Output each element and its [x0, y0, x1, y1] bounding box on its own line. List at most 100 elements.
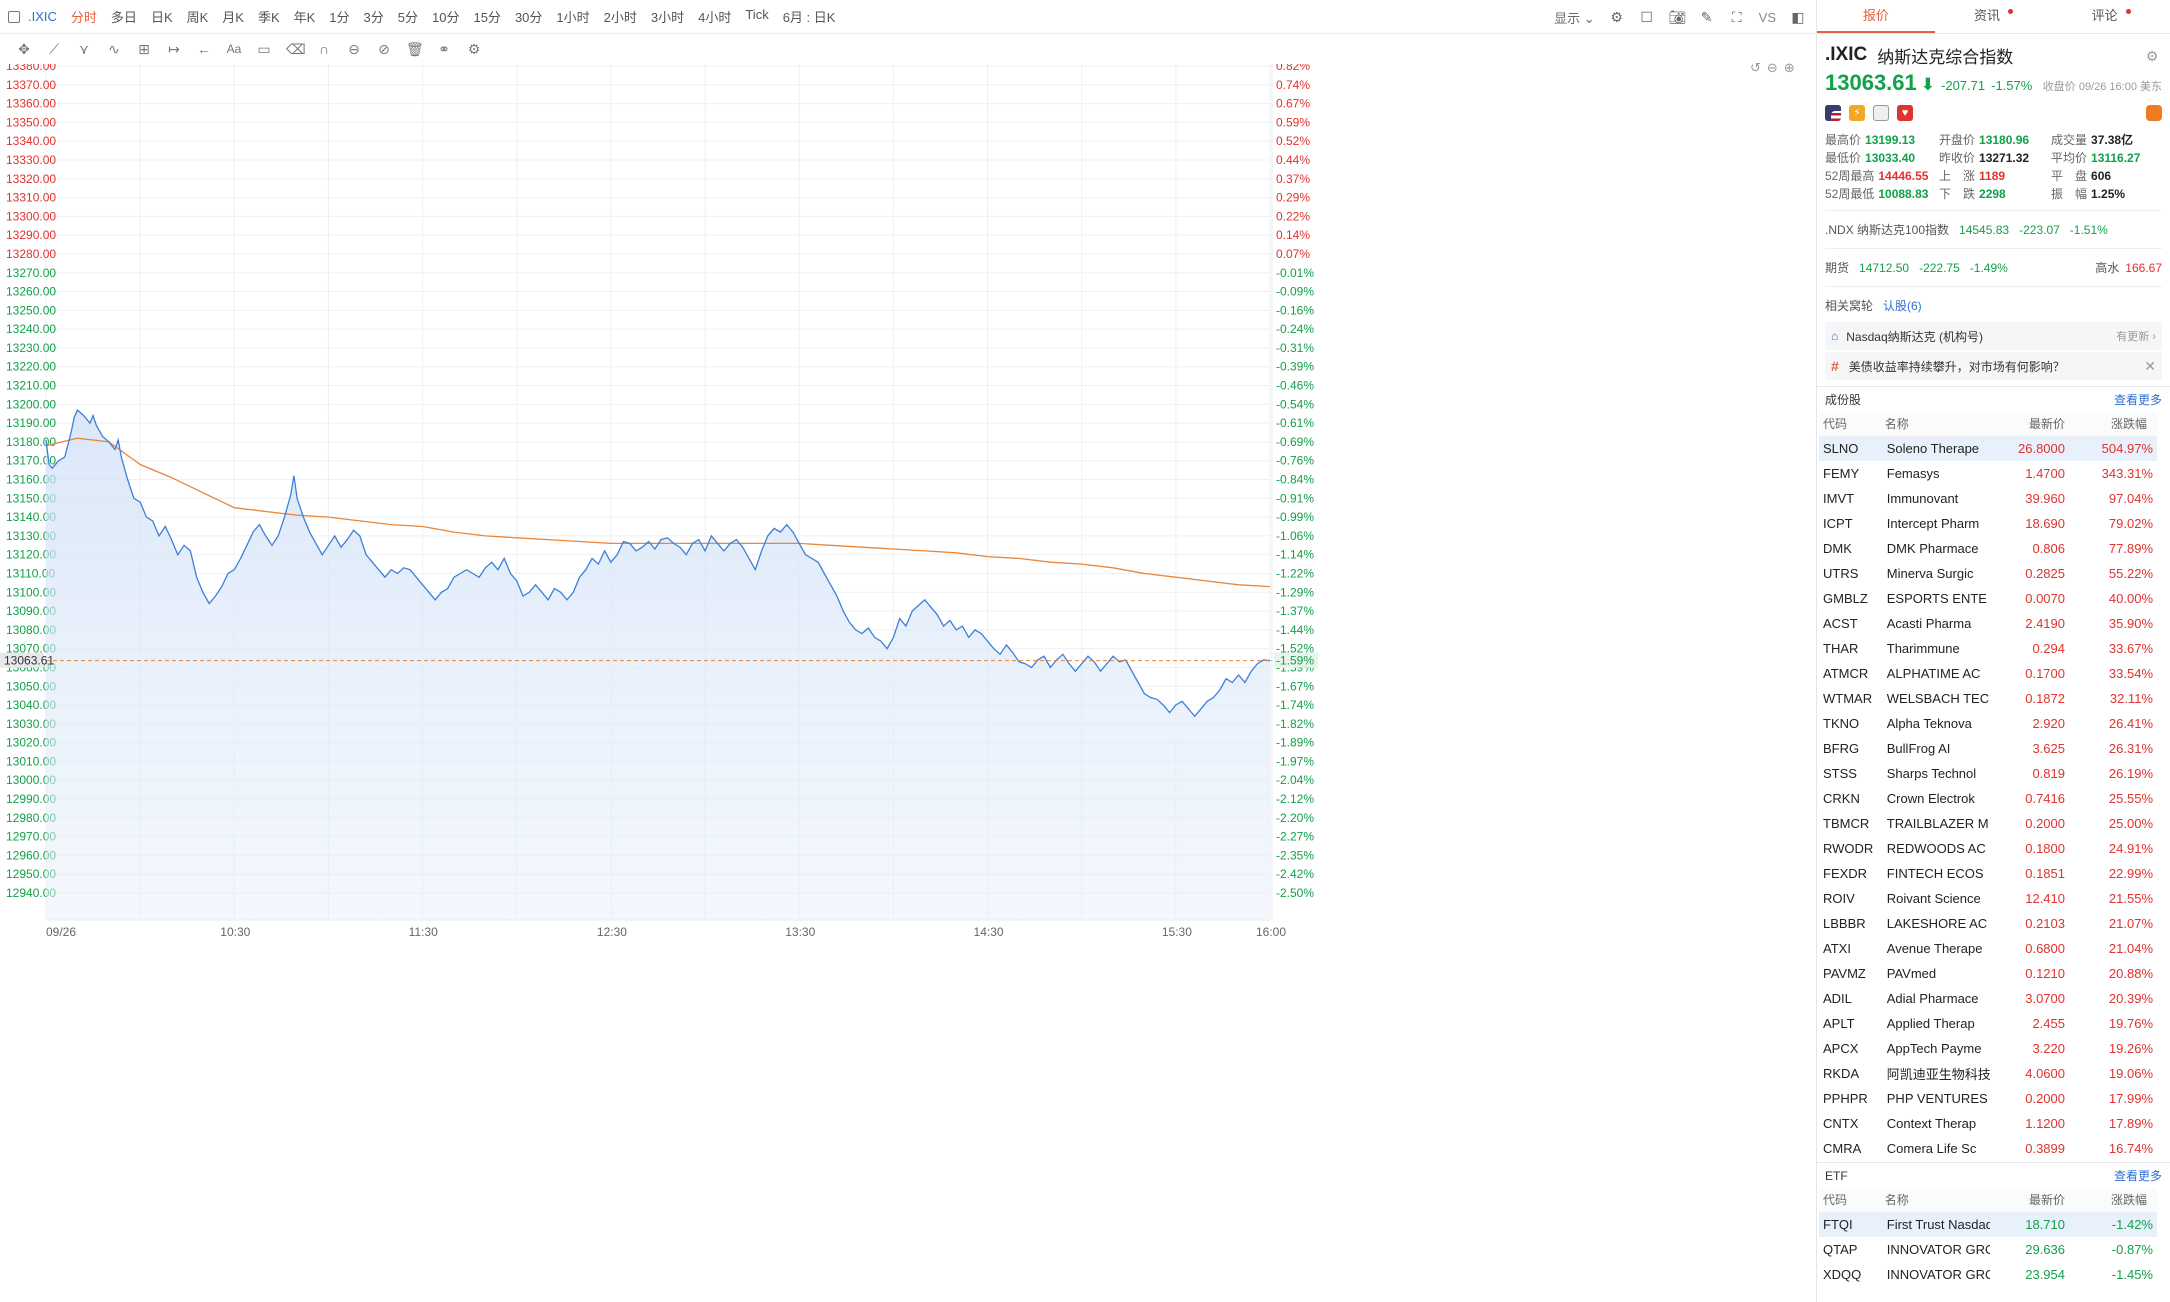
alert-bell-icon[interactable]: [2146, 105, 2162, 121]
table-row[interactable]: DRCTDirect Digital2.53016.59%: [1819, 1161, 2157, 1162]
text-icon[interactable]: Aa: [226, 42, 242, 56]
period-17[interactable]: Tick: [745, 7, 769, 22]
zoom-out-icon[interactable]: ⊖: [1766, 60, 1778, 75]
constituents-scroll[interactable]: 代码 名称 最新价 涨跌幅 SLNO Soleno Therape 26.8000 504.9…: [1817, 412, 2170, 1162]
column-header[interactable]: 名称: [1884, 1188, 1990, 1213]
column-header[interactable]: 涨跌幅: [2075, 1188, 2157, 1213]
institution-card[interactable]: ⌂ Nasdaq纳斯达克 (机构号) 有更新 ›: [1825, 322, 2162, 350]
tab-2[interactable]: 评论: [2052, 0, 2170, 33]
period-15[interactable]: 3小时: [650, 10, 685, 25]
constituents-more-link[interactable]: 查看更多: [2113, 393, 2162, 407]
etf-more-link[interactable]: 查看更多: [2113, 1169, 2162, 1183]
ndx-row[interactable]: .NDX 纳斯达克100指数 14545.83 -223.07 -1.51%: [1817, 215, 2170, 244]
table-row[interactable]: PPHPR PHP VENTURES 0.2000 17.99%: [1819, 1086, 2157, 1111]
table-row[interactable]: ADIL Adial Pharmace 3.0700 20.39%: [1819, 986, 2157, 1011]
doc-icon[interactable]: [1873, 105, 1889, 121]
period-0[interactable]: 分时: [70, 10, 97, 25]
arrow-left-icon[interactable]: ←: [197, 41, 211, 57]
table-row[interactable]: IMVT Immunovant 39.960 97.04%: [1819, 486, 2157, 511]
column-header[interactable]: 名称: [1884, 412, 1990, 437]
period-10[interactable]: 10分: [432, 10, 460, 25]
pen-icon[interactable]: ✎: [1700, 9, 1713, 25]
column-header[interactable]: 代码: [1819, 412, 1885, 437]
column-header[interactable]: 最新价: [1990, 412, 2075, 437]
table-row[interactable]: LBBBR LAKESHORE AC 0.2103 21.07%: [1819, 911, 2157, 936]
close-icon[interactable]: ✕: [2144, 357, 2156, 374]
period-14[interactable]: 2小时: [603, 10, 637, 25]
table-row[interactable]: PAVMZ PAVmed 0.1210 20.88%: [1819, 961, 2157, 986]
table-row[interactable]: TKNO Alpha Teknova 2.920 26.41%: [1819, 711, 2157, 736]
hide-icon[interactable]: ⊘: [378, 41, 390, 57]
display-menu[interactable]: 显示 ⌄: [1554, 10, 1595, 26]
lightning-icon[interactable]: ⚡︎: [1849, 105, 1865, 121]
trash-icon[interactable]: 🗑︎: [406, 41, 424, 57]
chart-svg[interactable]: 13380.00 0.82% 13370.00 0.74% 13360.00 0.67% 1…: [0, 64, 1816, 1302]
measure-icon[interactable]: ↦: [168, 41, 180, 57]
period-7[interactable]: 1分: [329, 10, 350, 25]
table-row[interactable]: RKDA 阿凯迪亚生物科技 4.0600 19.06%: [1819, 1061, 2157, 1086]
move-icon[interactable]: ✥: [18, 41, 30, 57]
table-row[interactable]: WTMAR WELSBACH TEC 0.1872 32.11%: [1819, 686, 2157, 711]
table-row[interactable]: THAR Tharimmune 0.294 33.67%: [1819, 636, 2157, 661]
period-3[interactable]: 周K: [186, 10, 209, 25]
intraday-chart[interactable]: 13380.00 0.82% 13370.00 0.74% 13360.00 0.67% 1…: [0, 64, 1816, 1302]
table-row[interactable]: SLNO Soleno Therape 26.8000 504.97%: [1819, 436, 2157, 461]
table-row[interactable]: CMRA Comera Life Sc 0.3899 16.74%: [1819, 1136, 2157, 1161]
magnet-icon[interactable]: ∩: [318, 41, 330, 57]
table-row[interactable]: CNTX Context Therap 1.1200 17.89%: [1819, 1111, 2157, 1136]
table-row[interactable]: XDQQ INNOVATOR GRO 23.954 -1.45%: [1819, 1262, 2157, 1287]
period-18[interactable]: 6月 : 日K: [782, 10, 836, 25]
panel-toggle-icon[interactable]: ◧: [1791, 9, 1805, 25]
table-row[interactable]: UTRS Minerva Surgic 0.2825 55.22%: [1819, 561, 2157, 586]
period-13[interactable]: 1小时: [556, 10, 590, 25]
table-row[interactable]: FEXDR FINTECH ECOS 0.1851 22.99%: [1819, 861, 2157, 886]
comment-icon[interactable]: ▭: [257, 41, 271, 57]
table-row[interactable]: GMBLZ ESPORTS ENTE 0.0070 40.00%: [1819, 586, 2157, 611]
table-row[interactable]: ROIV Roivant Science 12.410 21.55%: [1819, 886, 2157, 911]
fullscreen-icon[interactable]: ⛶: [1731, 9, 1742, 25]
zoom-in-icon[interactable]: ⊕: [1783, 60, 1795, 75]
table-row[interactable]: DMK DMK Pharmace 0.806 77.89%: [1819, 536, 2157, 561]
table-row[interactable]: FEMY Femasys 1.4700 343.31%: [1819, 461, 2157, 486]
wave-icon[interactable]: ∿: [108, 41, 120, 57]
settings-icon[interactable]: ⚙: [1610, 9, 1623, 25]
column-header[interactable]: 最新价: [1990, 1188, 2075, 1213]
layout-toggle-icon[interactable]: [8, 10, 20, 23]
quote-settings-icon[interactable]: ⚙: [2145, 48, 2159, 64]
fork-icon[interactable]: ⋎: [78, 41, 90, 57]
symbol-label[interactable]: .IXIC: [28, 9, 57, 24]
table-row[interactable]: ATXI Avenue Therape 0.6800 21.04%: [1819, 936, 2157, 961]
lock-icon[interactable]: ⊖: [348, 41, 360, 57]
column-header[interactable]: 涨跌幅: [2075, 412, 2157, 437]
period-8[interactable]: 3分: [363, 10, 384, 25]
pattern-icon[interactable]: ⊞: [138, 41, 150, 57]
table-row[interactable]: ATMCR ALPHATIME AC 0.1700 33.54%: [1819, 661, 2157, 686]
futures-row[interactable]: 期货 14712.50 -222.75 -1.49% 高水 166.67: [1817, 253, 2170, 282]
table-row[interactable]: FTQI First Trust Nasdaq 18.710 -1.42%: [1819, 1212, 2157, 1237]
table-row[interactable]: ICPT Intercept Pharm 18.690 79.02%: [1819, 511, 2157, 536]
period-5[interactable]: 季K: [257, 10, 280, 25]
period-2[interactable]: 日K: [150, 10, 173, 25]
period-1[interactable]: 多日: [110, 10, 137, 25]
table-row[interactable]: ACST Acasti Pharma 2.4190 35.90%: [1819, 611, 2157, 636]
column-header[interactable]: 代码: [1819, 1188, 1885, 1213]
checkbox-icon[interactable]: ☐: [1640, 9, 1653, 25]
period-11[interactable]: 15分: [473, 10, 501, 25]
warrants-link[interactable]: 认股(6): [1883, 299, 1922, 313]
tab-0[interactable]: 报价: [1817, 0, 1935, 33]
table-row[interactable]: QTAP INNOVATOR GRO 29.636 -0.87%: [1819, 1237, 2157, 1262]
table-row[interactable]: BFRG BullFrog AI 3.625 26.31%: [1819, 736, 2157, 761]
table-row[interactable]: TBMCR TRAILBLAZER M 0.2000 25.00%: [1819, 811, 2157, 836]
heart-icon[interactable]: ♥: [1897, 105, 1913, 121]
period-12[interactable]: 30分: [514, 10, 543, 25]
camera-icon[interactable]: 📷︎: [1668, 9, 1687, 25]
table-row[interactable]: CRKN Crown Electrok 0.7416 25.55%: [1819, 786, 2157, 811]
topic-card[interactable]: # 美债收益率持续攀升，对市场有何影响？ ✕: [1825, 352, 2162, 380]
eraser-icon[interactable]: ⌫: [286, 41, 306, 57]
table-row[interactable]: RWODR REDWOODS AC 0.1800 24.91%: [1819, 836, 2157, 861]
period-9[interactable]: 5分: [397, 10, 418, 25]
table-row[interactable]: STSS Sharps Technol 0.819 26.19%: [1819, 761, 2157, 786]
period-4[interactable]: 月K: [222, 10, 244, 25]
vs-button[interactable]: VS: [1758, 9, 1776, 25]
trendline-icon[interactable]: ⟋: [49, 41, 59, 57]
